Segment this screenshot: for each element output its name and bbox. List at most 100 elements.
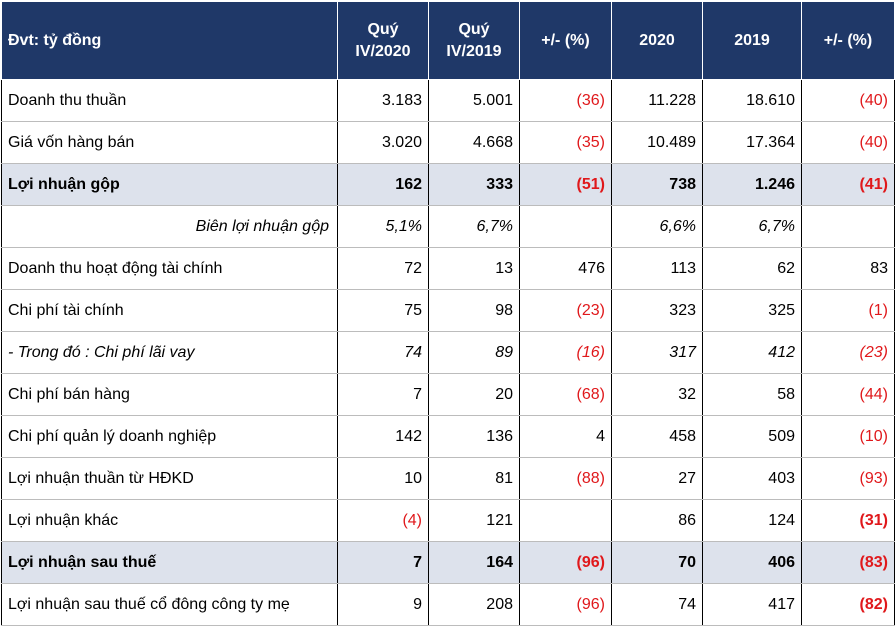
year-2019-value: 509 (702, 415, 802, 458)
q4-2019-value: 98 (428, 289, 520, 332)
year-2019-value: 6,7% (702, 205, 802, 248)
year-2020-value: 317 (611, 331, 703, 374)
q4-2020-header: Quý IV/2020 (337, 0, 429, 80)
pct-change-year: (10) (801, 415, 895, 458)
year-2020-value: 738 (611, 163, 703, 206)
table-row: Giá vốn hàng bán 3.020 4.668 (35) 10.489 17.3… (1, 121, 895, 164)
pct-change-year: (23) (801, 331, 895, 374)
pct-change-quarter-header: +/- (%) (519, 0, 612, 80)
row-label: Lợi nhuận sau thuế (1, 541, 338, 584)
pct-change-year: (41) (801, 163, 895, 206)
pct-change-year: (44) (801, 373, 895, 416)
row-label: Lợi nhuận thuần từ HĐKD (1, 457, 338, 500)
row-label: Biên lợi nhuận gộp (1, 205, 338, 248)
pct-change-quarter (519, 499, 612, 542)
year-2019-value: 58 (702, 373, 802, 416)
table-row: Lợi nhuận khác (4) 121 86 124 (31) (1, 499, 895, 542)
table-row: Chi phí quản lý doanh nghiệp 142 136 4 458 50… (1, 415, 895, 458)
year-2019-value: 406 (702, 541, 802, 584)
year-2020-value: 458 (611, 415, 703, 458)
pct-change-year: (40) (801, 79, 895, 122)
year-2019-value: 403 (702, 457, 802, 500)
q4-2019-header: Quý IV/2019 (428, 0, 520, 80)
table-row: Biên lợi nhuận gộp 5,1% 6,7% 6,6% 6,7% (1, 205, 895, 248)
year-2020-value: 74 (611, 583, 703, 626)
row-label: Chi phí tài chính (1, 289, 338, 332)
table-row: Chi phí tài chính 75 98 (23) 323 325 (1) (1, 289, 895, 332)
pct-change-year-header: +/- (%) (801, 0, 895, 80)
year-2019-value: 417 (702, 583, 802, 626)
year-2019-value: 412 (702, 331, 802, 374)
row-label: Lợi nhuận khác (1, 499, 338, 542)
year-2019-value: 18.610 (702, 79, 802, 122)
year-2020-value: 113 (611, 247, 703, 290)
year-2020-value: 10.489 (611, 121, 703, 164)
table-row: Chi phí bán hàng 7 20 (68) 32 58 (44) (1, 373, 895, 416)
row-label: - Trong đó : Chi phí lãi vay (1, 331, 338, 374)
q4-2020-value: 72 (337, 247, 429, 290)
pct-change-quarter: (96) (519, 541, 612, 584)
year-2020-value: 6,6% (611, 205, 703, 248)
q4-2019-value: 6,7% (428, 205, 520, 248)
row-label: Doanh thu thuần (1, 79, 338, 122)
year-2020-value: 86 (611, 499, 703, 542)
pct-change-year: (40) (801, 121, 895, 164)
row-label: Chi phí bán hàng (1, 373, 338, 416)
q4-2020-value: 162 (337, 163, 429, 206)
q4-2020-value: 10 (337, 457, 429, 500)
q4-2020-value: 5,1% (337, 205, 429, 248)
year-2019-value: 1.246 (702, 163, 802, 206)
header-row: Đvt: tỷ đồng Quý IV/2020 Quý IV/2019 +/- (… (1, 0, 895, 80)
year-2020-value: 27 (611, 457, 703, 500)
row-label: Giá vốn hàng bán (1, 121, 338, 164)
pct-change-quarter: (23) (519, 289, 612, 332)
table-row: Lợi nhuận thuần từ HĐKD 10 81 (88) 27 403 (93) (1, 457, 895, 500)
year-2020-value: 32 (611, 373, 703, 416)
table-row: Doanh thu thuần 3.183 5.001 (36) 11.228 18.61… (1, 79, 895, 122)
q4-2020-value: 9 (337, 583, 429, 626)
pct-change-quarter: (96) (519, 583, 612, 626)
row-label: Doanh thu hoạt động tài chính (1, 247, 338, 290)
year-2019-value: 62 (702, 247, 802, 290)
q4-2020-value: 75 (337, 289, 429, 332)
q4-2019-value: 208 (428, 583, 520, 626)
q4-2019-value: 81 (428, 457, 520, 500)
year-2019-value: 17.364 (702, 121, 802, 164)
table-row: Lợi nhuận sau thuế 7 164 (96) 70 406 (83) (1, 541, 895, 584)
q4-2019-value: 164 (428, 541, 520, 584)
year-2020-value: 323 (611, 289, 703, 332)
pct-change-quarter (519, 205, 612, 248)
q4-2019-value: 89 (428, 331, 520, 374)
unit-header: Đvt: tỷ đồng (1, 0, 338, 80)
table-row: Lợi nhuận sau thuế cổ đông công ty mẹ 9 20… (1, 583, 895, 626)
q4-2020-value: 3.020 (337, 121, 429, 164)
q4-2019-value: 4.668 (428, 121, 520, 164)
pct-change-quarter: (88) (519, 457, 612, 500)
pct-change-year (801, 205, 895, 248)
pct-change-year: (83) (801, 541, 895, 584)
pct-change-quarter: (51) (519, 163, 612, 206)
pct-change-quarter: 4 (519, 415, 612, 458)
table-row: Lợi nhuận gộp 162 333 (51) 738 1.246 (41) (1, 163, 895, 206)
pct-change-year: (31) (801, 499, 895, 542)
year-2019-header: 2019 (702, 0, 802, 80)
pct-change-year: (93) (801, 457, 895, 500)
q4-2019-value: 121 (428, 499, 520, 542)
q4-2019-value: 20 (428, 373, 520, 416)
year-2019-value: 325 (702, 289, 802, 332)
q4-2019-value: 5.001 (428, 79, 520, 122)
pct-change-quarter: (36) (519, 79, 612, 122)
row-label: Chi phí quản lý doanh nghiệp (1, 415, 338, 458)
pct-change-year: (1) (801, 289, 895, 332)
pct-change-year: (82) (801, 583, 895, 626)
q4-2020-value: 142 (337, 415, 429, 458)
year-2019-value: 124 (702, 499, 802, 542)
q4-2020-value: 7 (337, 541, 429, 584)
pct-change-quarter: (68) (519, 373, 612, 416)
table-row: - Trong đó : Chi phí lãi vay 74 89 (16) 317 4… (1, 331, 895, 374)
pct-change-quarter: (35) (519, 121, 612, 164)
q4-2019-value: 13 (428, 247, 520, 290)
pct-change-year: 83 (801, 247, 895, 290)
table-row: Doanh thu hoạt động tài chính 72 13 476 113 6… (1, 247, 895, 290)
